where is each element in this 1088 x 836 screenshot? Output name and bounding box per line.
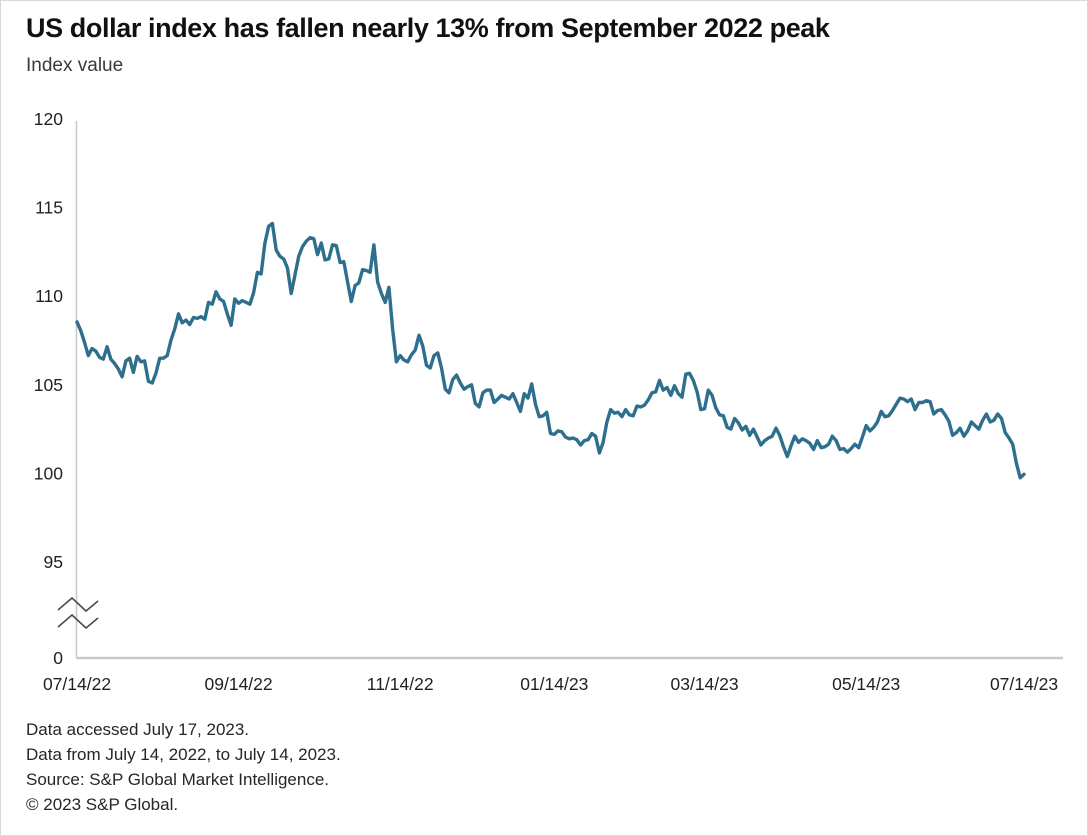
- x-tick-label: 01/14/23: [520, 674, 588, 694]
- y-tick-label: 120: [34, 109, 63, 129]
- dollar-index-line-chart: 120 115 110 105 100 95 0 07/14/22 09/14/22 11/14/…: [34, 109, 1063, 694]
- axis-break-icon: [57, 613, 99, 630]
- y-tick-label: 115: [35, 198, 63, 218]
- x-tick-label: 05/14/23: [832, 674, 900, 694]
- footnote-copyright: © 2023 S&P Global.: [26, 795, 179, 814]
- axis-break-icon: [57, 596, 99, 613]
- y-tick-label: 110: [35, 286, 63, 306]
- x-tick-label: 07/14/22: [43, 674, 111, 694]
- y-tick-label: 105: [34, 375, 63, 395]
- chart-footnotes: Data accessed July 17, 2023. Data from J…: [26, 717, 341, 817]
- footnote-accessed: Data accessed July 17, 2023.: [26, 720, 250, 739]
- x-tick-label: 07/14/23: [990, 674, 1058, 694]
- footnote-source: Source: S&P Global Market Intelligence.: [26, 770, 330, 789]
- y-tick-label: 100: [34, 463, 63, 483]
- dollar-index-series-line: [75, 221, 1026, 480]
- x-tick-label: 03/14/23: [671, 674, 739, 694]
- y-tick-label-zero: 0: [53, 648, 63, 668]
- x-tick-label: 09/14/22: [205, 674, 273, 694]
- x-tick-label: 11/14/22: [367, 674, 434, 694]
- chart-subtitle: Index value: [26, 55, 124, 76]
- y-tick-label: 95: [44, 552, 63, 572]
- chart-title: US dollar index has fallen nearly 13% fr…: [26, 13, 830, 43]
- footnote-range: Data from July 14, 2022, to July 14, 202…: [26, 745, 341, 764]
